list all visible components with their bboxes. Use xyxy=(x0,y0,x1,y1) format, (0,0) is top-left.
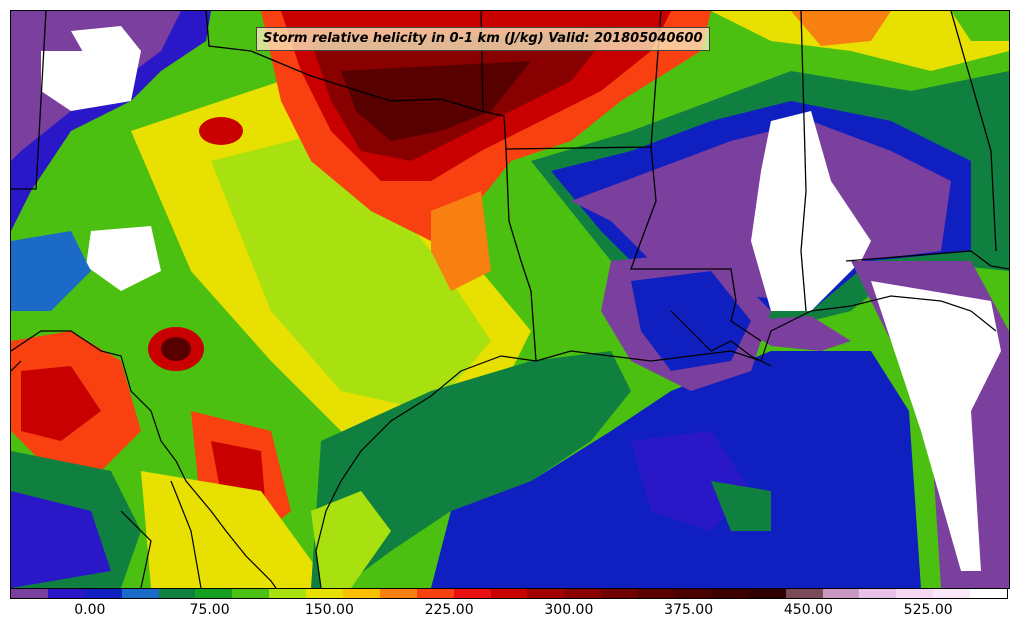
colorbar-segment xyxy=(11,589,48,598)
colorbar-segment xyxy=(675,589,712,598)
colorbar-segment xyxy=(306,589,344,598)
colorbar-labels: 0.00 75.00 150.00 225.00 300.00 375.00 450.00 5… xyxy=(10,602,1008,624)
colorbar-segment xyxy=(638,589,676,598)
colorbar-segment xyxy=(47,589,85,598)
colorbar-segment xyxy=(970,589,1008,598)
colorbar-tick-label: 375.00 xyxy=(664,602,714,618)
colorbar-segment xyxy=(84,589,122,598)
helicity-map xyxy=(11,11,1009,588)
state-boundaries xyxy=(11,11,1009,362)
colorbar-tick-label: 75.00 xyxy=(189,602,230,618)
colorbar-segment xyxy=(748,589,786,598)
map-title: Storm relative helicity in 0-1 km (J/kg)… xyxy=(256,27,710,51)
colorbar-segment xyxy=(859,589,897,598)
coastline-and-border xyxy=(11,295,997,588)
colorbar-segment xyxy=(711,589,749,598)
colorbar-tick-label: 225.00 xyxy=(424,602,474,618)
colorbar-tick-label: 450.00 xyxy=(783,602,833,618)
colorbar xyxy=(10,588,1008,599)
colorbar-tick-label: 525.00 xyxy=(903,602,953,618)
colorbar-tick-label: 0.00 xyxy=(74,602,106,618)
colorbar-segment xyxy=(933,589,971,598)
colorbar-segment xyxy=(379,589,417,598)
colorbar-segment xyxy=(158,589,196,598)
colorbar-segment xyxy=(453,589,491,598)
colorbar-segment xyxy=(343,589,380,598)
colorbar-segment xyxy=(269,589,307,598)
colorbar-segment xyxy=(822,589,860,598)
colorbar-tick-label: 300.00 xyxy=(544,602,594,618)
colorbar-segment xyxy=(896,589,934,598)
colorbar-segment xyxy=(416,589,454,598)
colorbar-segment xyxy=(527,589,565,598)
colorbar-segment xyxy=(601,589,639,598)
colorbar-segment xyxy=(121,589,159,598)
colorbar-segment xyxy=(785,589,823,598)
helicity-field xyxy=(11,11,1009,588)
colorbar-segment xyxy=(564,589,602,598)
colorbar-segment xyxy=(195,589,233,598)
colorbar-tick-label: 150.00 xyxy=(304,602,354,618)
map-panel: Storm relative helicity in 0-1 km (J/kg)… xyxy=(10,10,1010,589)
colorbar-segment xyxy=(490,589,528,598)
colorbar-segment xyxy=(232,589,270,598)
